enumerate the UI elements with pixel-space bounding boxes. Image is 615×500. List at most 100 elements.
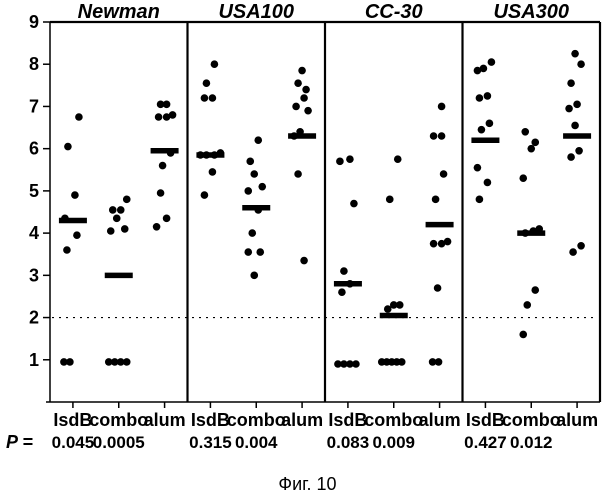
data-point [398,358,406,366]
x-category-label: IsdB [191,410,230,430]
data-point [567,153,575,161]
data-point [123,358,131,366]
data-point [256,248,264,256]
panel-title: Newman [78,1,160,23]
data-point [565,105,573,113]
data-point [340,267,348,275]
data-point [244,187,252,195]
data-point [484,179,492,187]
data-point [531,139,539,147]
data-point [107,227,115,235]
data-point [109,206,117,214]
data-point [573,101,581,109]
data-point [567,79,575,87]
pvalue-label: 0.009 [372,433,415,452]
data-point [66,358,74,366]
x-category-label: alum [556,410,598,430]
data-point [396,301,404,309]
data-point [123,196,131,204]
data-point [527,145,535,153]
data-point [73,231,81,239]
pvalue-label: 0.083 [327,433,370,452]
data-point [155,113,163,121]
data-point [203,79,211,87]
data-point [571,50,579,58]
data-point [575,147,583,155]
data-point [201,191,209,199]
pvalue-lead: P = [6,432,33,452]
data-point [157,189,165,197]
data-point [163,101,171,109]
x-category-label: IsdB [328,410,367,430]
figure-container: 123456789NewmanIsdBP =0.045combo0.0005al… [0,0,615,500]
data-point [476,94,484,102]
pvalue-label: 0.315 [189,433,232,452]
x-category-label: IsdB [53,410,92,430]
data-point [201,94,209,102]
data-point [244,248,252,256]
x-category-label: combo [227,410,286,430]
x-category-label: alum [144,410,186,430]
pvalue-label: 0.004 [235,433,278,452]
data-point [302,86,310,94]
data-point [432,196,440,204]
data-point [394,155,402,163]
data-point [304,107,312,115]
data-point [444,238,452,246]
y-tick-label: 7 [29,96,39,116]
data-point [75,113,83,121]
data-point [298,67,306,75]
y-tick-label: 1 [29,350,39,370]
figure-caption: Фиг. 10 [278,474,336,494]
data-point [352,360,360,368]
data-point [434,284,442,292]
data-point [386,196,394,204]
data-point [430,132,438,140]
data-point [250,170,258,178]
data-point [480,65,488,73]
data-point [569,248,577,256]
data-point [294,170,302,178]
panel-title: USA300 [493,1,569,23]
data-point [474,164,482,172]
pvalue-label: 0.012 [510,433,553,452]
pvalue-label: 0.045 [52,433,95,452]
data-point [577,242,585,250]
data-point [438,103,446,111]
data-point [209,168,217,176]
data-point [117,206,125,214]
y-tick-label: 3 [29,265,39,285]
data-point [121,225,129,233]
data-point [571,122,579,130]
data-point [113,215,121,223]
y-tick-label: 5 [29,181,39,201]
x-category-label: alum [281,410,323,430]
data-point [478,126,486,134]
data-point [248,229,256,237]
y-tick-label: 4 [29,223,39,243]
data-point [71,191,79,199]
y-tick-label: 9 [29,12,39,32]
data-point [294,79,302,87]
data-point [435,358,443,366]
y-tick-label: 8 [29,54,39,74]
data-point [519,174,527,182]
data-point [163,215,171,223]
x-category-label: combo [89,410,148,430]
y-tick-label: 6 [29,139,39,159]
data-point [523,301,531,309]
data-point [476,196,484,204]
data-point [519,331,527,339]
data-point [486,120,494,128]
data-point [577,60,585,68]
data-point [300,94,308,102]
data-point [258,183,266,191]
data-point [430,240,438,248]
panel-title: USA100 [218,1,294,23]
data-point [159,162,167,170]
x-category-label: IsdB [466,410,505,430]
data-point [440,170,448,178]
chart-svg: 123456789NewmanIsdBP =0.045combo0.0005al… [0,0,615,500]
data-point [250,272,258,280]
data-point [521,128,529,136]
